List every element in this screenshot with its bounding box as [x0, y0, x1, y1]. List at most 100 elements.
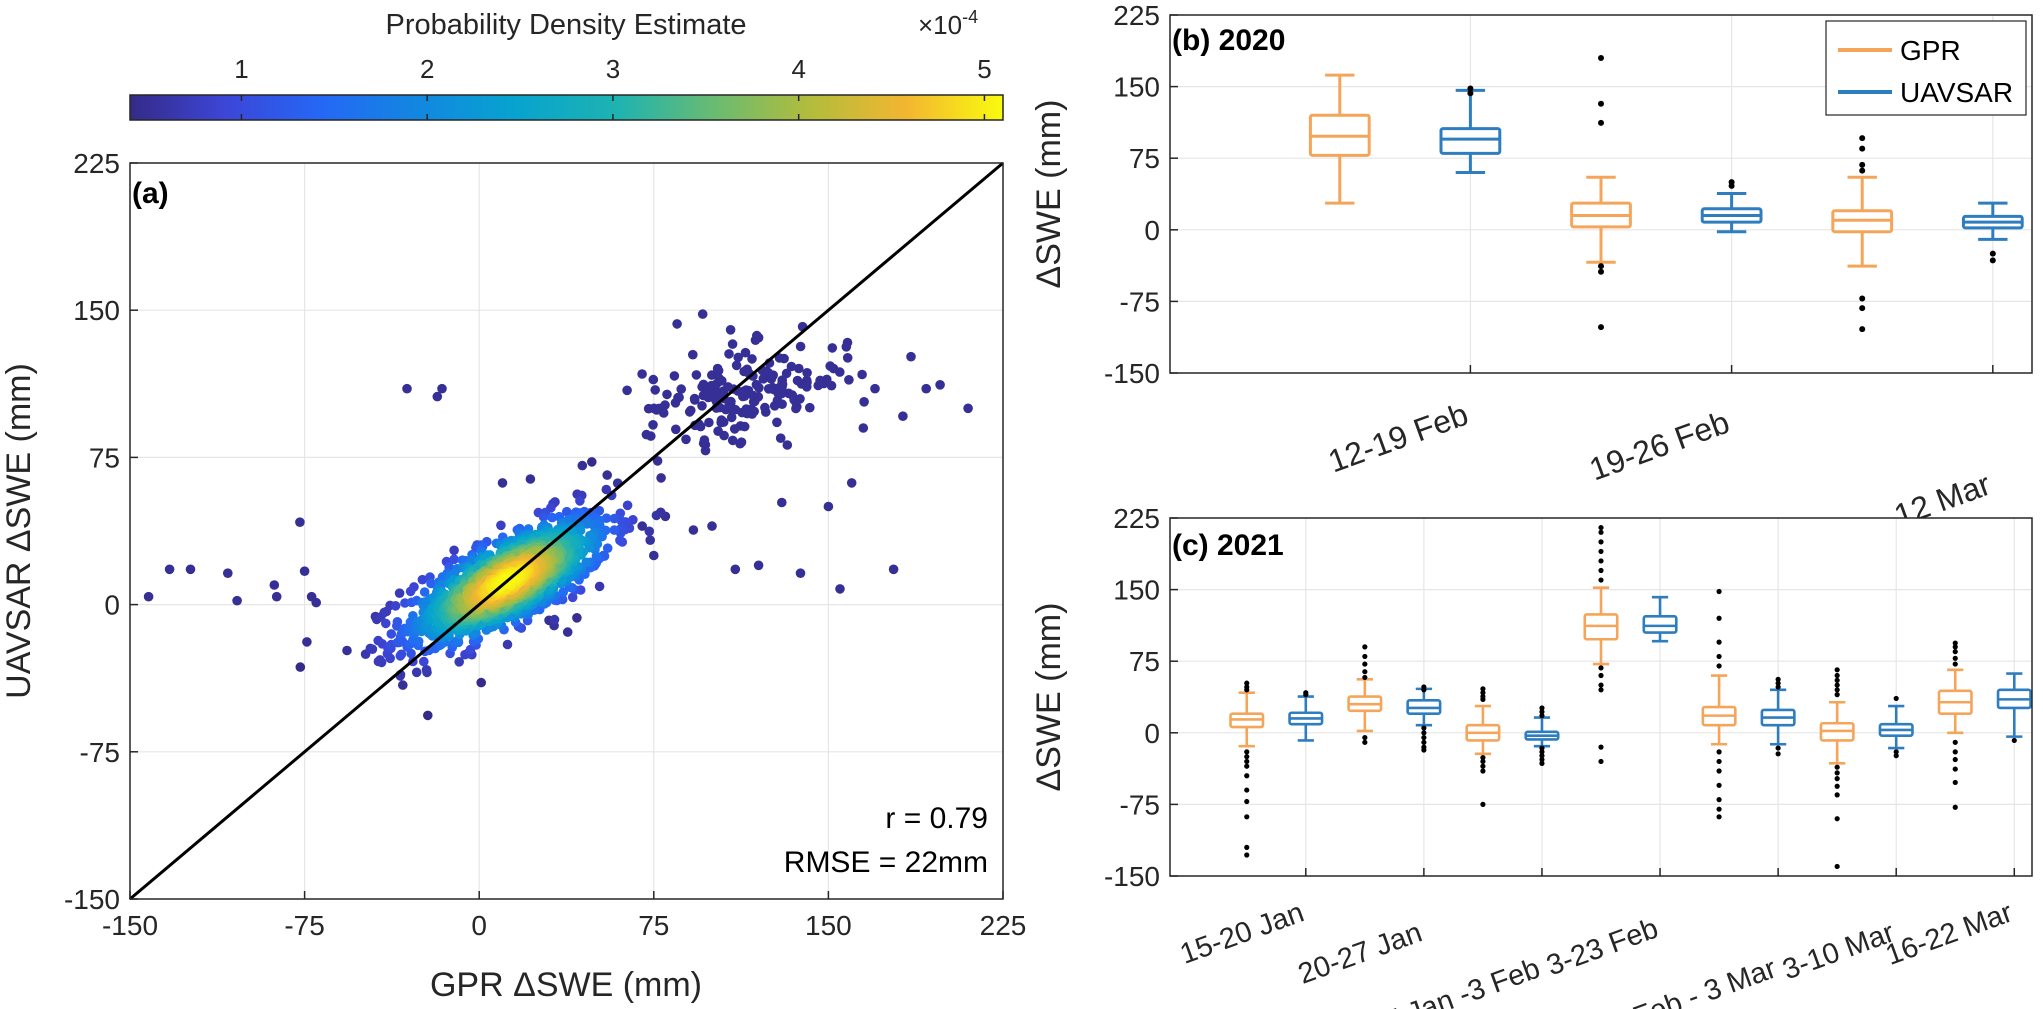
scatter-point: [726, 412, 737, 423]
scatter-point: [697, 401, 707, 411]
box-outlier: [1480, 690, 1486, 696]
box-outlier: [1728, 182, 1735, 189]
scatter-point: [644, 526, 655, 537]
panel-a-points: [143, 309, 973, 721]
ytick-label: -75: [1120, 286, 1160, 317]
box-outlier: [1244, 680, 1250, 686]
scatter-point: [549, 614, 560, 625]
box-outlier: [1244, 787, 1250, 793]
ytick-label: 150: [1113, 72, 1160, 103]
scatter-point: [426, 578, 436, 589]
box-outlier: [1834, 667, 1840, 673]
box-outlier: [1244, 852, 1250, 858]
box-outlier: [1952, 804, 1958, 810]
panel-a-xtick-label: 225: [980, 910, 1027, 941]
scatter-point: [859, 397, 869, 407]
colorbar-exponent: -4: [962, 7, 978, 27]
colorbar: Probability Density Estimate ×10-4 1 2 3 4 5: [129, 7, 1004, 121]
scatter-point: [842, 353, 853, 363]
scatter-point: [857, 369, 867, 380]
box-outlier: [1834, 792, 1840, 798]
scatter-point: [823, 501, 834, 512]
box-outlier: [1421, 687, 1427, 693]
scatter-point: [164, 564, 175, 575]
panel-a-gridlines: [130, 163, 1003, 899]
box-outlier: [1834, 770, 1840, 776]
xtick-label: 19-26 Feb: [1585, 404, 1734, 488]
panel-a-ytick-label: 75: [89, 442, 120, 473]
scatter-point: [782, 440, 793, 450]
scatter-point: [575, 525, 586, 536]
scatter-point: [888, 564, 899, 575]
panel-b-boxes: [1308, 54, 2024, 333]
ytick-label: -75: [1120, 789, 1160, 820]
panel-b-ylabel: ΔSWE (mm): [1030, 100, 1068, 289]
box-outlier: [1480, 763, 1486, 769]
scatter-point: [643, 403, 654, 414]
box-outlier: [1775, 684, 1781, 690]
box-outlier: [1467, 85, 1474, 92]
panel-a-xtick-label: 0: [471, 910, 487, 941]
scatter-point: [302, 637, 312, 647]
box-iqr: [1642, 615, 1678, 634]
box-outlier: [1598, 539, 1604, 545]
panel-b-frame: [1169, 14, 2033, 374]
box-outlier: [1716, 639, 1722, 645]
scatter-point: [538, 512, 549, 522]
scatter-point: [587, 457, 597, 467]
box-outlier: [1859, 161, 1866, 168]
box-outlier: [1244, 758, 1250, 765]
scatter-point: [295, 662, 306, 672]
xtick-label: 16-22 Mar: [1882, 896, 2017, 971]
scatter-point: [688, 349, 698, 360]
scatter-point: [419, 587, 430, 597]
scatter-point: [747, 354, 757, 364]
scatter-point: [502, 639, 513, 650]
scatter-point: [419, 656, 429, 667]
scatter-point: [423, 710, 433, 721]
box-outlier: [1421, 730, 1427, 736]
scatter-point: [739, 421, 750, 432]
box-outlier: [1598, 268, 1604, 275]
scatter-point: [648, 420, 658, 430]
box-outlier: [1952, 661, 1958, 667]
scatter-point: [637, 369, 647, 379]
scatter-point: [432, 391, 443, 402]
panel-a-ylabel: UAVSAR ΔSWE (mm): [0, 363, 38, 699]
scatter-point: [870, 383, 880, 394]
scatter-point: [497, 478, 508, 488]
colorbar-tick-label: 3: [606, 54, 620, 84]
box-outlier: [1859, 135, 1866, 142]
scatter-point: [449, 545, 459, 556]
scatter-point: [827, 343, 838, 353]
box-outlier: [1362, 734, 1368, 741]
box-outlier: [1859, 305, 1866, 312]
box-outlier: [1716, 797, 1722, 803]
box-outlier: [1859, 145, 1866, 152]
colorbar-tick-label: 2: [420, 54, 434, 84]
colorbar-multiplier-base: ×10: [918, 10, 962, 40]
box-outlier: [1362, 661, 1368, 667]
scatter-point: [496, 520, 506, 531]
scatter-point: [729, 424, 740, 434]
scatter-point: [781, 368, 792, 379]
scatter-point: [381, 606, 392, 617]
scatter-point: [299, 566, 310, 576]
scatter-point: [381, 618, 391, 629]
box-outlier: [1539, 753, 1545, 759]
box-outlier: [1539, 749, 1545, 755]
box-outlier: [1598, 567, 1604, 574]
scatter-point: [651, 510, 662, 521]
box-outlier: [1834, 692, 1840, 698]
scatter-point: [562, 627, 573, 637]
scatter-point: [777, 379, 788, 390]
scatter-point: [645, 535, 655, 545]
ytick-label: -150: [1104, 861, 1160, 892]
scatter-point: [727, 339, 738, 349]
scatter-point: [311, 597, 322, 608]
scatter-point: [792, 375, 803, 386]
box-outlier: [1716, 758, 1722, 765]
scatter-point: [602, 543, 613, 553]
box-outlier: [1716, 615, 1722, 621]
panel-b-label: (b) 2020: [1172, 24, 1285, 57]
